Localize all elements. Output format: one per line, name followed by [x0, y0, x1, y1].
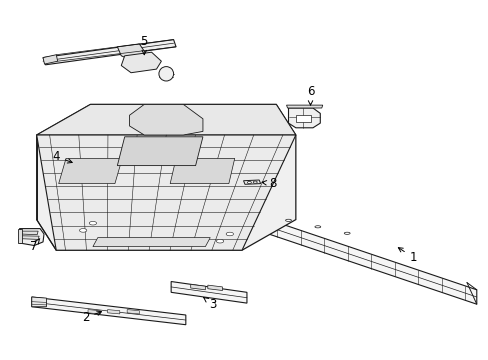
Polygon shape [242, 211, 259, 225]
Text: 4: 4 [52, 150, 72, 163]
Polygon shape [37, 135, 295, 250]
Polygon shape [43, 40, 176, 65]
Polygon shape [207, 285, 222, 291]
Polygon shape [242, 211, 476, 304]
Polygon shape [243, 180, 260, 184]
Text: 5: 5 [140, 35, 148, 55]
Polygon shape [88, 310, 100, 314]
Ellipse shape [89, 221, 97, 225]
Polygon shape [20, 236, 39, 239]
Ellipse shape [314, 226, 320, 228]
Polygon shape [32, 297, 46, 307]
Text: 8: 8 [262, 177, 276, 190]
Bar [295, 115, 310, 122]
Text: 6: 6 [306, 85, 314, 105]
Polygon shape [117, 44, 146, 60]
Polygon shape [170, 158, 234, 184]
Polygon shape [43, 55, 58, 64]
Ellipse shape [253, 181, 257, 183]
Polygon shape [107, 310, 120, 314]
Polygon shape [117, 137, 203, 166]
Polygon shape [171, 282, 246, 303]
Polygon shape [288, 108, 320, 128]
Polygon shape [37, 104, 295, 135]
Polygon shape [20, 229, 44, 246]
Polygon shape [121, 52, 161, 73]
Polygon shape [37, 104, 295, 250]
Ellipse shape [216, 239, 223, 243]
Ellipse shape [247, 181, 251, 184]
Ellipse shape [79, 229, 87, 232]
Ellipse shape [285, 219, 291, 221]
Text: 3: 3 [203, 298, 216, 311]
Polygon shape [127, 310, 139, 314]
Text: 2: 2 [81, 311, 102, 324]
Polygon shape [190, 284, 205, 290]
Polygon shape [129, 104, 203, 135]
Polygon shape [32, 297, 185, 325]
Text: 7: 7 [29, 239, 40, 253]
Ellipse shape [344, 232, 349, 234]
Ellipse shape [159, 67, 173, 81]
Polygon shape [18, 229, 21, 243]
Ellipse shape [225, 232, 233, 236]
Polygon shape [59, 158, 122, 184]
Polygon shape [93, 238, 210, 247]
Polygon shape [20, 231, 38, 235]
Text: 1: 1 [398, 248, 416, 264]
Polygon shape [286, 105, 322, 108]
